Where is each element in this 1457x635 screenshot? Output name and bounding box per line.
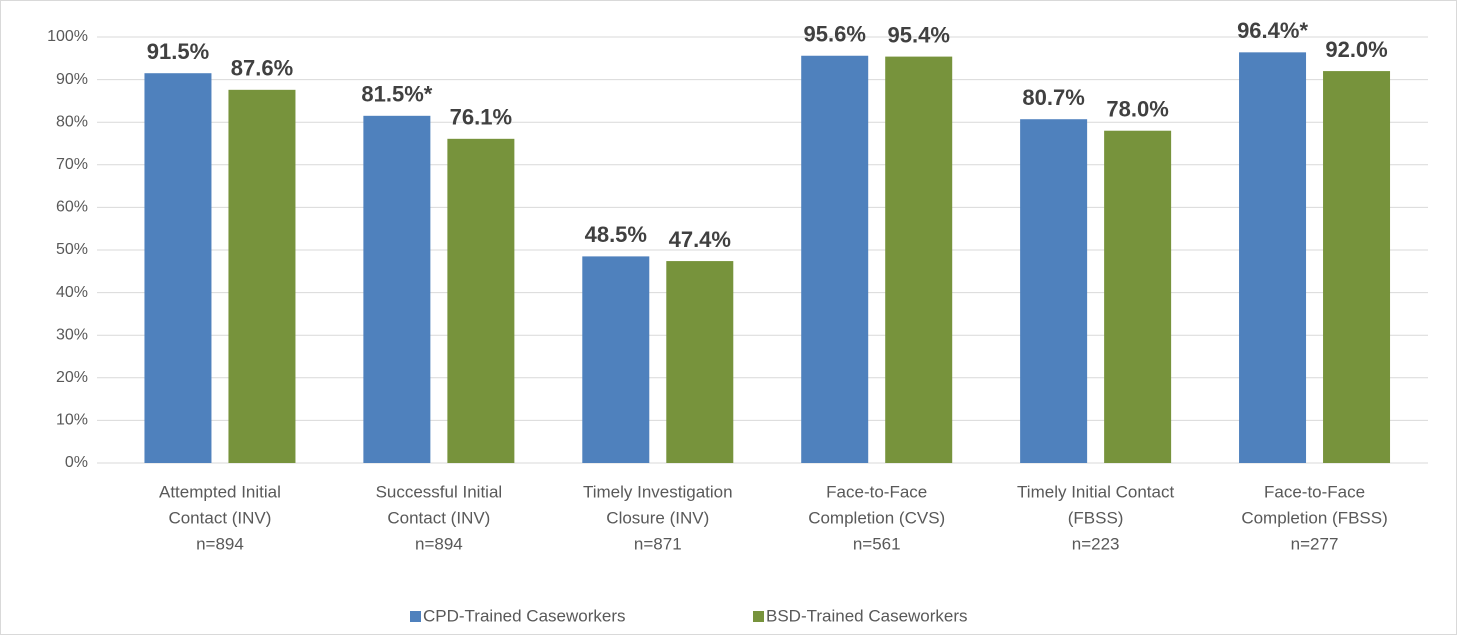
x-tick-label: Timely Investigation xyxy=(583,482,733,501)
x-tick-label: n=871 xyxy=(634,534,682,553)
y-tick-label: 60% xyxy=(56,199,88,216)
legend-swatch xyxy=(753,611,764,622)
data-label: 81.5%* xyxy=(361,82,432,107)
legend-swatch xyxy=(410,611,421,622)
bar xyxy=(582,256,650,463)
x-tick-label: n=223 xyxy=(1072,534,1120,553)
bar xyxy=(144,73,212,464)
x-tick-label: Face-to-Face xyxy=(1264,482,1365,501)
x-tick-label: n=561 xyxy=(853,534,901,553)
bar xyxy=(447,138,515,463)
data-label: 80.7% xyxy=(1022,85,1084,110)
y-tick-label: 80% xyxy=(56,113,88,130)
x-tick-label: Attempted Initial xyxy=(159,482,281,501)
x-tick-label: n=277 xyxy=(1291,534,1339,553)
y-tick-label: 20% xyxy=(56,369,88,386)
x-tick-label: Contact (INV) xyxy=(168,508,271,527)
y-tick-label: 10% xyxy=(56,412,88,429)
x-tick-label: Face-to-Face xyxy=(826,482,927,501)
data-label: 95.4% xyxy=(888,22,950,47)
bar xyxy=(885,56,953,463)
legend-label: CPD-Trained Caseworkers xyxy=(423,606,625,625)
bar xyxy=(1104,130,1172,463)
x-tick-label: Contact (INV) xyxy=(387,508,490,527)
data-label: 96.4%* xyxy=(1237,18,1308,43)
x-tick-label: (FBSS) xyxy=(1068,508,1124,527)
x-tick-label: n=894 xyxy=(415,534,463,553)
legend-label: BSD-Trained Caseworkers xyxy=(766,606,968,625)
data-label: 95.6% xyxy=(804,22,866,47)
x-tick-label: Closure (INV) xyxy=(606,508,709,527)
bar xyxy=(1239,52,1307,463)
bar xyxy=(228,89,296,463)
bar xyxy=(801,55,869,464)
bar xyxy=(1323,71,1391,463)
y-tick-label: 0% xyxy=(65,454,88,471)
bar xyxy=(363,115,431,463)
y-tick-label: 70% xyxy=(56,156,88,173)
x-tick-label: Successful Initial xyxy=(376,482,503,501)
data-label: 87.6% xyxy=(231,56,293,81)
y-tick-label: 30% xyxy=(56,326,88,343)
y-tick-label: 40% xyxy=(56,284,88,301)
data-label: 78.0% xyxy=(1106,97,1168,122)
data-label: 47.4% xyxy=(669,227,731,252)
data-label: 48.5% xyxy=(585,222,647,247)
x-tick-label: Completion (FBSS) xyxy=(1241,508,1387,527)
x-tick-label: Completion (CVS) xyxy=(808,508,945,527)
data-label: 76.1% xyxy=(450,105,512,130)
y-tick-label: 100% xyxy=(47,28,88,45)
y-tick-label: 50% xyxy=(56,241,88,258)
data-label: 92.0% xyxy=(1325,37,1387,62)
bar xyxy=(1020,119,1088,463)
x-tick-label: n=894 xyxy=(196,534,244,553)
bar xyxy=(666,261,734,463)
x-tick-label: Timely Initial Contact xyxy=(1017,482,1174,501)
y-tick-label: 90% xyxy=(56,71,88,88)
data-label: 91.5% xyxy=(147,39,209,64)
